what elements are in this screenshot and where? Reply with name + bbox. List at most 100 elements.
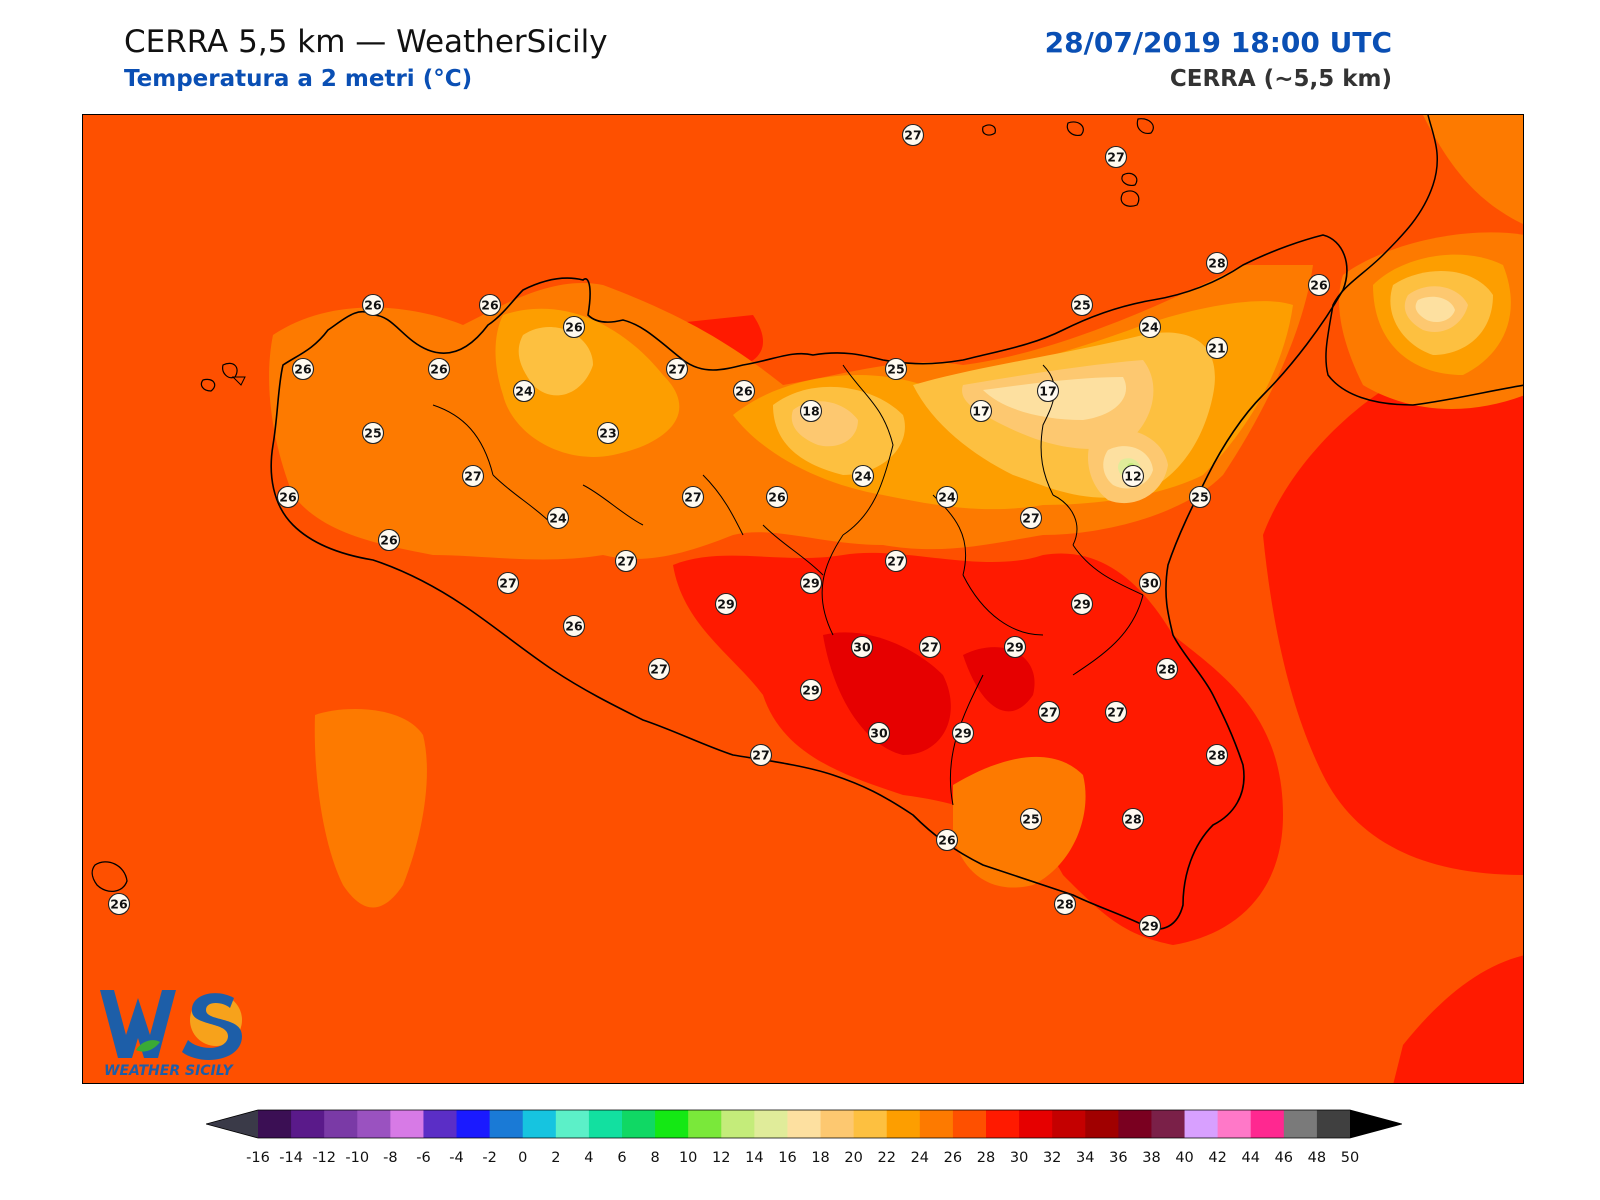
station-temperature: 26 [565, 619, 583, 634]
colorbar-segment [754, 1110, 788, 1138]
station-marker: 29 [1138, 914, 1162, 938]
station-dot [1205, 743, 1229, 767]
station-dot [1138, 571, 1162, 595]
station-dot [546, 506, 570, 530]
station-marker: 30 [850, 635, 874, 659]
station-temperature: 28 [1056, 897, 1073, 912]
station-marker: 27 [1104, 145, 1128, 169]
colorbar-tick-label: -16 [246, 1150, 270, 1166]
station-dot [884, 357, 908, 381]
station-marker: 27 [461, 464, 485, 488]
station-marker: 17 [1036, 379, 1060, 403]
station-temperature: 26 [1310, 278, 1328, 293]
colorbar-outline [204, 1109, 1404, 1139]
station-marker: 24 [512, 379, 536, 403]
station-temperature: 27 [650, 662, 667, 677]
station-temperature: 30 [1141, 576, 1159, 591]
station-marker: 28 [1205, 743, 1229, 767]
station-marker: 23 [596, 421, 620, 445]
station-dot [1138, 914, 1162, 938]
station-dot [1036, 379, 1060, 403]
station-temperature: 24 [549, 511, 567, 526]
colorbar-tick-label: -12 [312, 1150, 336, 1166]
station-marker: 24 [935, 485, 959, 509]
station-marker: 27 [681, 485, 705, 509]
station-temperature: 27 [1022, 511, 1039, 526]
logo-s-mark [182, 993, 242, 1060]
station-temperature: 27 [1107, 150, 1124, 165]
station-dot [562, 315, 586, 339]
colorbar-tick-label: -6 [416, 1150, 430, 1166]
field-30-32-a [823, 632, 951, 755]
station-dot [918, 635, 942, 659]
station-dot [799, 571, 823, 595]
colorbar-segment [1283, 1110, 1318, 1138]
station-dot [107, 892, 131, 916]
logo-text: WEATHER SICILY [104, 1063, 235, 1079]
station-marker: 27 [665, 357, 689, 381]
colorbar-tick-label: 30 [1010, 1150, 1028, 1166]
station-temperature: 29 [954, 726, 971, 741]
station-dot [1155, 657, 1179, 681]
station-temperature: 17 [1039, 384, 1056, 399]
colorbar-tick-label: -8 [383, 1150, 397, 1166]
station-dot [1104, 700, 1128, 724]
station-marker: 25 [1070, 293, 1094, 317]
station-dot [951, 721, 975, 745]
station-dot [562, 614, 586, 638]
station-dot [935, 485, 959, 509]
station-marker: 27 [647, 657, 671, 681]
station-dot [867, 721, 891, 745]
colorbar-segment [291, 1110, 325, 1138]
station-temperature: 27 [499, 576, 516, 591]
station-temperature: 26 [565, 320, 583, 335]
station-dot [1070, 293, 1094, 317]
station-dot [1138, 315, 1162, 339]
colorbar-tick-label: 12 [712, 1150, 730, 1166]
station-marker: 24 [546, 506, 570, 530]
station-marker: 28 [1121, 807, 1145, 831]
colorbar-segment [522, 1110, 557, 1138]
station-dot [1037, 700, 1061, 724]
colorbar-tick-label: 44 [1242, 1150, 1260, 1166]
station-temperature: 27 [464, 469, 481, 484]
colorbar-tick-label: 18 [811, 1150, 829, 1166]
station-marker: 27 [1037, 700, 1061, 724]
station-temperature: 30 [853, 640, 871, 655]
colorbar-segment [986, 1110, 1020, 1138]
station-temperature: 27 [1107, 705, 1124, 720]
colorbar-tick-label: 8 [650, 1150, 659, 1166]
station-dot [749, 743, 773, 767]
station-marker: 26 [478, 293, 502, 317]
colorbar-tick-label: 50 [1341, 1150, 1359, 1166]
colorbar-segment [456, 1110, 491, 1138]
station-dot [1121, 807, 1145, 831]
colorbar-segment [1184, 1110, 1219, 1138]
station-dot [1188, 485, 1212, 509]
station-dot [1070, 592, 1094, 616]
station-temperature: 28 [1124, 812, 1141, 827]
colorbar-segment [1085, 1110, 1119, 1138]
province-borders [432, 364, 1144, 806]
colorbar-tick-label: -10 [345, 1150, 369, 1166]
station-temperature: 26 [364, 298, 382, 313]
station-temperature: 24 [854, 469, 872, 484]
station-temperature: 25 [364, 426, 381, 441]
station-temperature: 27 [684, 490, 701, 505]
colorbar-segment [622, 1110, 656, 1138]
station-dot [361, 421, 385, 445]
station-temperature: 24 [938, 490, 956, 505]
station-marker: 26 [276, 485, 300, 509]
station-marker: 24 [1138, 315, 1162, 339]
colorbar-segment [390, 1110, 424, 1138]
colorbar-tick-label: 38 [1142, 1150, 1160, 1166]
colorbar-segment [489, 1110, 524, 1138]
station-marker: 18 [799, 399, 823, 423]
colorbar-tick-label: -4 [449, 1150, 463, 1166]
station-marker: 26 [765, 485, 789, 509]
colorbar-tick-label: 22 [878, 1150, 896, 1166]
station-marker: 26 [291, 357, 315, 381]
station-marker: 26 [107, 892, 131, 916]
station-temperature: 27 [668, 362, 685, 377]
colorbar-under-arrow [206, 1110, 258, 1138]
